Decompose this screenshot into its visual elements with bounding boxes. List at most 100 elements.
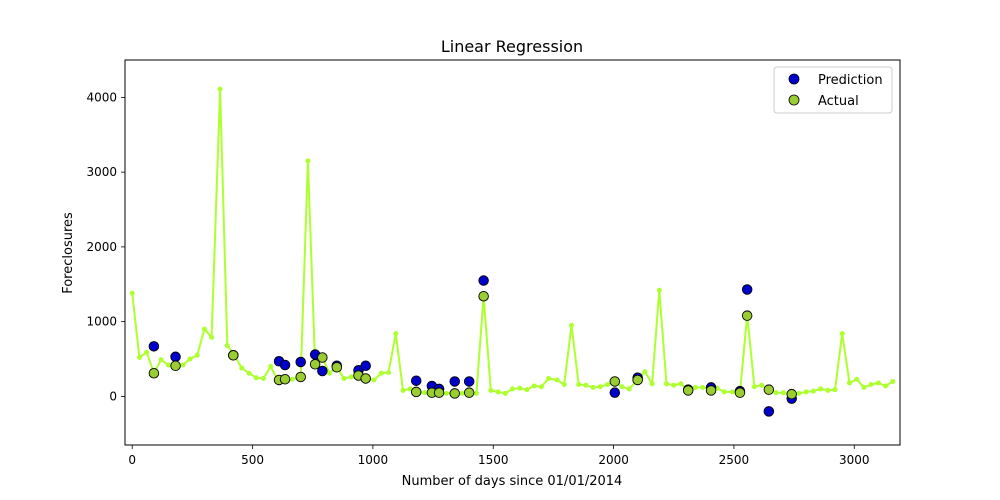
line-point — [289, 376, 295, 382]
prediction-point — [295, 356, 306, 368]
line-point — [246, 370, 252, 376]
line-point — [846, 380, 852, 386]
actual-point — [279, 373, 291, 385]
y-tick-label: 0 — [109, 389, 117, 403]
actual-line — [131, 89, 894, 396]
actual-point — [609, 376, 621, 387]
prediction-point — [449, 376, 460, 387]
chart-title: Linear Regression — [441, 37, 583, 56]
line-point — [796, 390, 802, 396]
prediction-point — [763, 406, 775, 417]
line-point — [642, 369, 648, 375]
line-point — [327, 370, 333, 376]
x-axis-ticks: 0 500 1000 1500 2000 2500 3000 — [128, 445, 870, 467]
line-point — [875, 380, 881, 386]
line-point — [268, 364, 274, 370]
line-point — [839, 331, 845, 337]
prediction-point — [410, 375, 422, 386]
line-point — [217, 86, 223, 92]
line-point — [531, 383, 537, 389]
line-point — [473, 390, 479, 396]
line-point — [502, 390, 508, 396]
line-point — [883, 383, 889, 389]
prediction-point — [170, 351, 181, 363]
line-point — [780, 390, 786, 396]
line-point — [187, 356, 193, 362]
prediction-point — [317, 365, 328, 377]
legend-actual-marker — [788, 94, 800, 106]
line-point — [224, 343, 230, 349]
prediction-point — [360, 360, 371, 372]
plot-frame — [124, 59, 901, 446]
x-axis-label: Number of days since 01/01/2014 — [402, 474, 623, 489]
x-tick-label: 0 — [128, 453, 136, 467]
line-point — [576, 381, 582, 387]
line-point — [664, 381, 670, 387]
actual-point — [632, 374, 643, 386]
actual-point — [478, 290, 489, 302]
actual-point — [170, 360, 181, 372]
line-point — [136, 355, 142, 361]
actual-point — [410, 386, 422, 398]
actual-point — [317, 352, 328, 363]
line-point — [751, 384, 757, 390]
actual-point — [786, 388, 797, 400]
prediction-point — [609, 387, 621, 398]
y-tick-label: 3000 — [86, 165, 117, 179]
prediction-point — [148, 341, 160, 352]
line-point — [495, 389, 501, 395]
line-point — [590, 384, 596, 390]
line-point — [517, 385, 523, 391]
line-point — [393, 331, 399, 337]
line-point — [386, 369, 392, 375]
actual-point — [463, 387, 475, 398]
line-point — [510, 386, 515, 392]
line-point — [832, 387, 838, 393]
line-point — [400, 387, 406, 393]
line-point — [538, 384, 544, 390]
legend-actual-label: Actual — [818, 94, 859, 109]
x-tick-label: 3000 — [839, 453, 870, 467]
line-point — [825, 387, 831, 393]
actual-point — [148, 367, 160, 379]
line-point — [239, 365, 245, 371]
line-point — [443, 390, 449, 396]
line-point — [554, 377, 560, 383]
line-point — [721, 389, 727, 395]
line-point — [158, 357, 164, 363]
actual-point — [705, 385, 717, 396]
prediction-point — [279, 359, 291, 371]
actual-point — [433, 387, 445, 398]
line-point — [348, 374, 354, 380]
line-point — [194, 352, 200, 358]
actual-point — [763, 384, 775, 395]
line-point — [656, 287, 662, 293]
line-point — [165, 362, 171, 368]
actual-point — [331, 362, 343, 373]
line-point — [868, 381, 874, 387]
actual-point — [309, 359, 321, 370]
actual-point — [295, 371, 306, 383]
line-point — [861, 384, 867, 390]
actual-point — [228, 350, 239, 361]
line-point — [671, 382, 677, 388]
line-point — [253, 375, 259, 381]
line-point — [700, 384, 706, 390]
line-point — [524, 387, 530, 393]
x-tick-label: 500 — [241, 453, 264, 467]
prediction-point — [741, 284, 753, 295]
line-point — [546, 375, 552, 381]
actual-point — [360, 373, 371, 384]
line-point — [773, 390, 779, 396]
plot-area — [129, 86, 896, 417]
line-point — [422, 390, 428, 396]
line-point — [488, 387, 494, 393]
x-tick-label: 1000 — [358, 453, 389, 467]
line-point — [378, 370, 384, 376]
line-point — [144, 349, 150, 355]
line-point — [209, 334, 215, 340]
y-axis-label: Foreclosures — [61, 212, 76, 294]
line-point — [583, 382, 589, 388]
line-point — [759, 382, 765, 388]
